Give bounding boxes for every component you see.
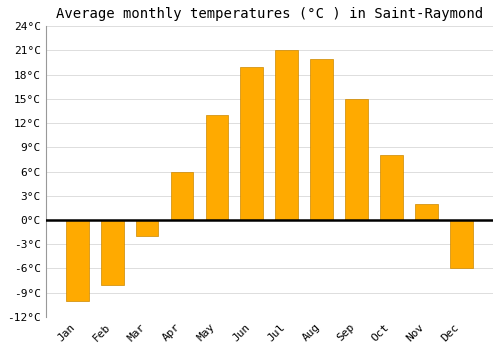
Bar <box>101 220 124 285</box>
Bar <box>310 58 333 220</box>
Bar <box>240 66 263 220</box>
Bar <box>170 172 194 220</box>
Bar <box>415 204 438 220</box>
Bar <box>450 220 472 268</box>
Bar <box>206 115 229 220</box>
Bar <box>276 50 298 220</box>
Bar <box>136 220 158 236</box>
Bar <box>66 220 88 301</box>
Title: Average monthly temperatures (°C ) in Saint-Raymond: Average monthly temperatures (°C ) in Sa… <box>56 7 483 21</box>
Bar <box>380 155 403 220</box>
Bar <box>346 99 368 220</box>
